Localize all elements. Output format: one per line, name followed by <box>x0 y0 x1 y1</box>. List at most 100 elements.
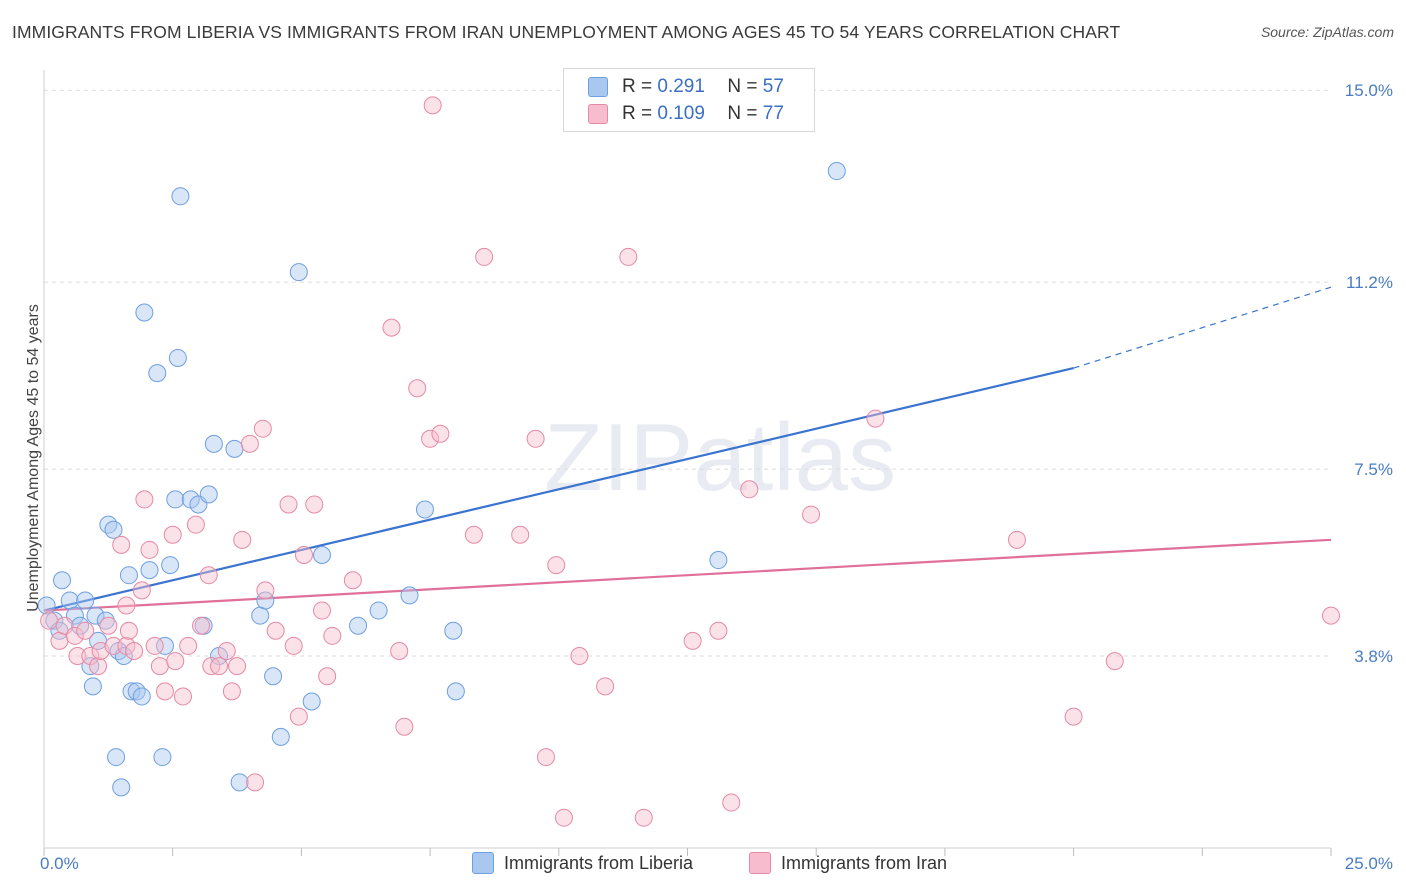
series-legend: Immigrants from Liberia Immigrants from … <box>0 852 1406 878</box>
iran-point <box>125 641 144 660</box>
liberia-point <box>71 616 90 635</box>
iran-point <box>266 621 285 640</box>
iran-point <box>240 434 259 453</box>
liberia-point <box>168 348 187 367</box>
chart-title: IMMIGRANTS FROM LIBERIA VS IMMIGRANTS FR… <box>12 22 1121 42</box>
iran-point <box>526 429 545 448</box>
liberia-point <box>112 778 131 797</box>
iran-point <box>173 687 192 706</box>
iran-point <box>284 636 303 655</box>
y-tick-label: 11.2% <box>1346 273 1393 292</box>
liberia-point <box>199 485 218 504</box>
iran-point <box>256 581 275 600</box>
watermark: ZIPatlas <box>544 404 896 511</box>
n-label: N = <box>727 76 758 97</box>
iran-legend-label: Immigrants from Iran <box>781 852 948 873</box>
iran-point <box>112 535 131 554</box>
iran-point <box>76 621 95 640</box>
liberia-legend-label: Immigrants from Liberia <box>504 852 694 873</box>
liberia-legend-swatch <box>472 852 494 874</box>
liberia-point <box>104 520 123 539</box>
correlation-legend: R = 0.291 N = 57 R = 0.109 N = 77 <box>563 68 815 132</box>
iran-point <box>390 641 409 660</box>
liberia-point <box>446 682 465 701</box>
liberia-point <box>86 606 105 625</box>
iran-point <box>68 647 87 666</box>
liberia-point <box>99 515 118 534</box>
liberia-point <box>155 636 174 655</box>
liberia-point <box>53 571 72 590</box>
iran-point <box>289 707 308 726</box>
iran-point <box>81 647 100 666</box>
iran-point <box>740 480 759 499</box>
iran-point <box>294 545 313 564</box>
iran-point <box>511 525 530 544</box>
iran-point <box>722 793 741 812</box>
liberia-point <box>96 611 115 630</box>
iran-point <box>709 621 728 640</box>
iran-n-value: 77 <box>762 103 784 124</box>
iran-point <box>395 717 414 736</box>
liberia-point <box>37 596 56 615</box>
liberia-point <box>444 621 463 640</box>
axes <box>43 70 1332 856</box>
liberia-point <box>76 591 95 610</box>
iran-point <box>99 616 118 635</box>
y-tick-label: 7.5% <box>1354 460 1393 479</box>
liberia-point <box>827 162 846 181</box>
iran-point <box>192 616 211 635</box>
liberia-point <box>132 687 151 706</box>
liberia-point <box>83 677 102 696</box>
iran-point <box>199 566 218 585</box>
liberia-r-value: 0.291 <box>657 76 705 97</box>
iran-point <box>65 626 84 645</box>
x-tick-label: 0.0% <box>40 854 79 873</box>
x-tick-label: 25.0% <box>1345 854 1393 873</box>
r-label: R = <box>622 103 653 124</box>
iran-point <box>104 636 123 655</box>
x-tick-labels: 0.0% 25.0% <box>40 854 1393 873</box>
liberia-point <box>251 606 270 625</box>
iran-point <box>150 657 169 676</box>
iran-point <box>1064 707 1083 726</box>
iran-point <box>163 525 182 544</box>
data-points <box>37 96 1340 827</box>
legend-row-iran: R = 0.109 N = 77 <box>588 102 784 126</box>
liberia-trend-extension <box>1073 286 1332 369</box>
iran-point <box>683 631 702 650</box>
liberia-point <box>225 439 244 458</box>
iran-point <box>536 748 555 767</box>
iran-point <box>228 657 247 676</box>
liberia-point <box>45 611 64 630</box>
iran-point <box>132 581 151 600</box>
iran-point <box>596 677 615 696</box>
iran-point <box>431 424 450 443</box>
liberia-point <box>107 748 126 767</box>
iran-point <box>318 667 337 686</box>
iran-r-value: 0.109 <box>657 103 705 124</box>
iran-point <box>423 96 442 115</box>
liberia-point <box>369 601 388 620</box>
iran-point <box>866 409 885 428</box>
y-tick-label: 15.0% <box>1345 81 1393 100</box>
legend-row-liberia: R = 0.291 N = 57 <box>588 75 784 99</box>
iran-point <box>217 641 236 660</box>
iran-point <box>634 808 653 827</box>
iran-point <box>323 626 342 645</box>
liberia-point <box>81 657 100 676</box>
liberia-point <box>161 556 180 575</box>
liberia-point <box>119 566 138 585</box>
iran-point <box>802 505 821 524</box>
iran-point <box>547 556 566 575</box>
liberia-n-value: 57 <box>762 76 784 97</box>
legend-item-liberia: Immigrants from Liberia <box>472 852 693 874</box>
liberia-point <box>264 667 283 686</box>
liberia-point <box>153 748 172 767</box>
liberia-point <box>415 500 434 519</box>
iran-point <box>135 490 154 509</box>
liberia-point <box>302 692 321 711</box>
liberia-point <box>122 682 141 701</box>
iran-point <box>210 657 229 676</box>
iran-point <box>382 318 401 337</box>
